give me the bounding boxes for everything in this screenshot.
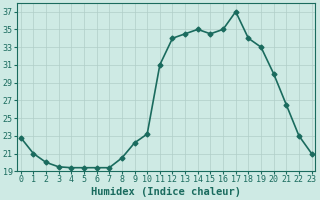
X-axis label: Humidex (Indice chaleur): Humidex (Indice chaleur) [91,187,241,197]
